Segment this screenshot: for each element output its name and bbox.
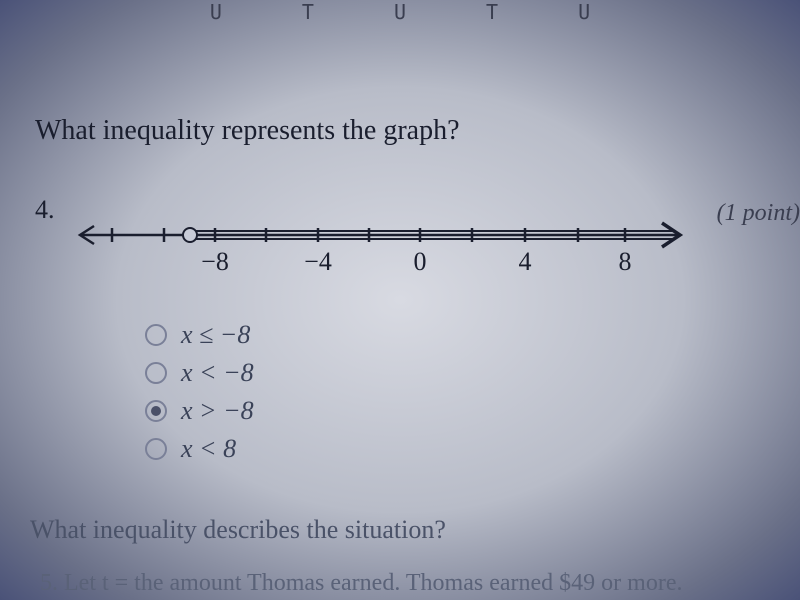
option-label: x ≤ −8: [181, 320, 250, 350]
option-c[interactable]: x > −8: [145, 396, 254, 426]
svg-text:8: 8: [619, 247, 632, 276]
radio-icon: [145, 400, 167, 422]
option-label: x < −8: [181, 358, 254, 388]
top-mark: T: [302, 0, 314, 30]
next-question-text: What inequality describes the situation?: [30, 515, 446, 545]
cropped-top-edge: U T U T U: [0, 0, 800, 30]
question-number: 4.: [35, 195, 55, 225]
next-item-text: 5. Let t = the amount Thomas earned. Tho…: [40, 570, 682, 597]
points-label: (1 point): [717, 200, 800, 227]
number-line-graph: −8 −4 0 4 8: [70, 215, 690, 295]
radio-icon: [145, 438, 167, 460]
top-mark: T: [486, 0, 498, 30]
option-d[interactable]: x < 8: [145, 434, 254, 464]
svg-text:−8: −8: [201, 247, 229, 276]
question-text: What inequality represents the graph?: [35, 115, 460, 147]
top-mark: U: [394, 0, 406, 30]
option-label: x > −8: [181, 396, 254, 426]
radio-icon: [145, 324, 167, 346]
option-label: x < 8: [181, 434, 236, 464]
option-b[interactable]: x < −8: [145, 358, 254, 388]
option-a[interactable]: x ≤ −8: [145, 320, 254, 350]
svg-text:−4: −4: [304, 247, 332, 276]
top-mark: U: [210, 0, 222, 30]
radio-icon: [145, 362, 167, 384]
svg-text:0: 0: [414, 247, 427, 276]
svg-text:4: 4: [519, 247, 532, 276]
answer-options: x ≤ −8 x < −8 x > −8 x < 8: [145, 320, 254, 472]
top-mark: U: [578, 0, 590, 30]
